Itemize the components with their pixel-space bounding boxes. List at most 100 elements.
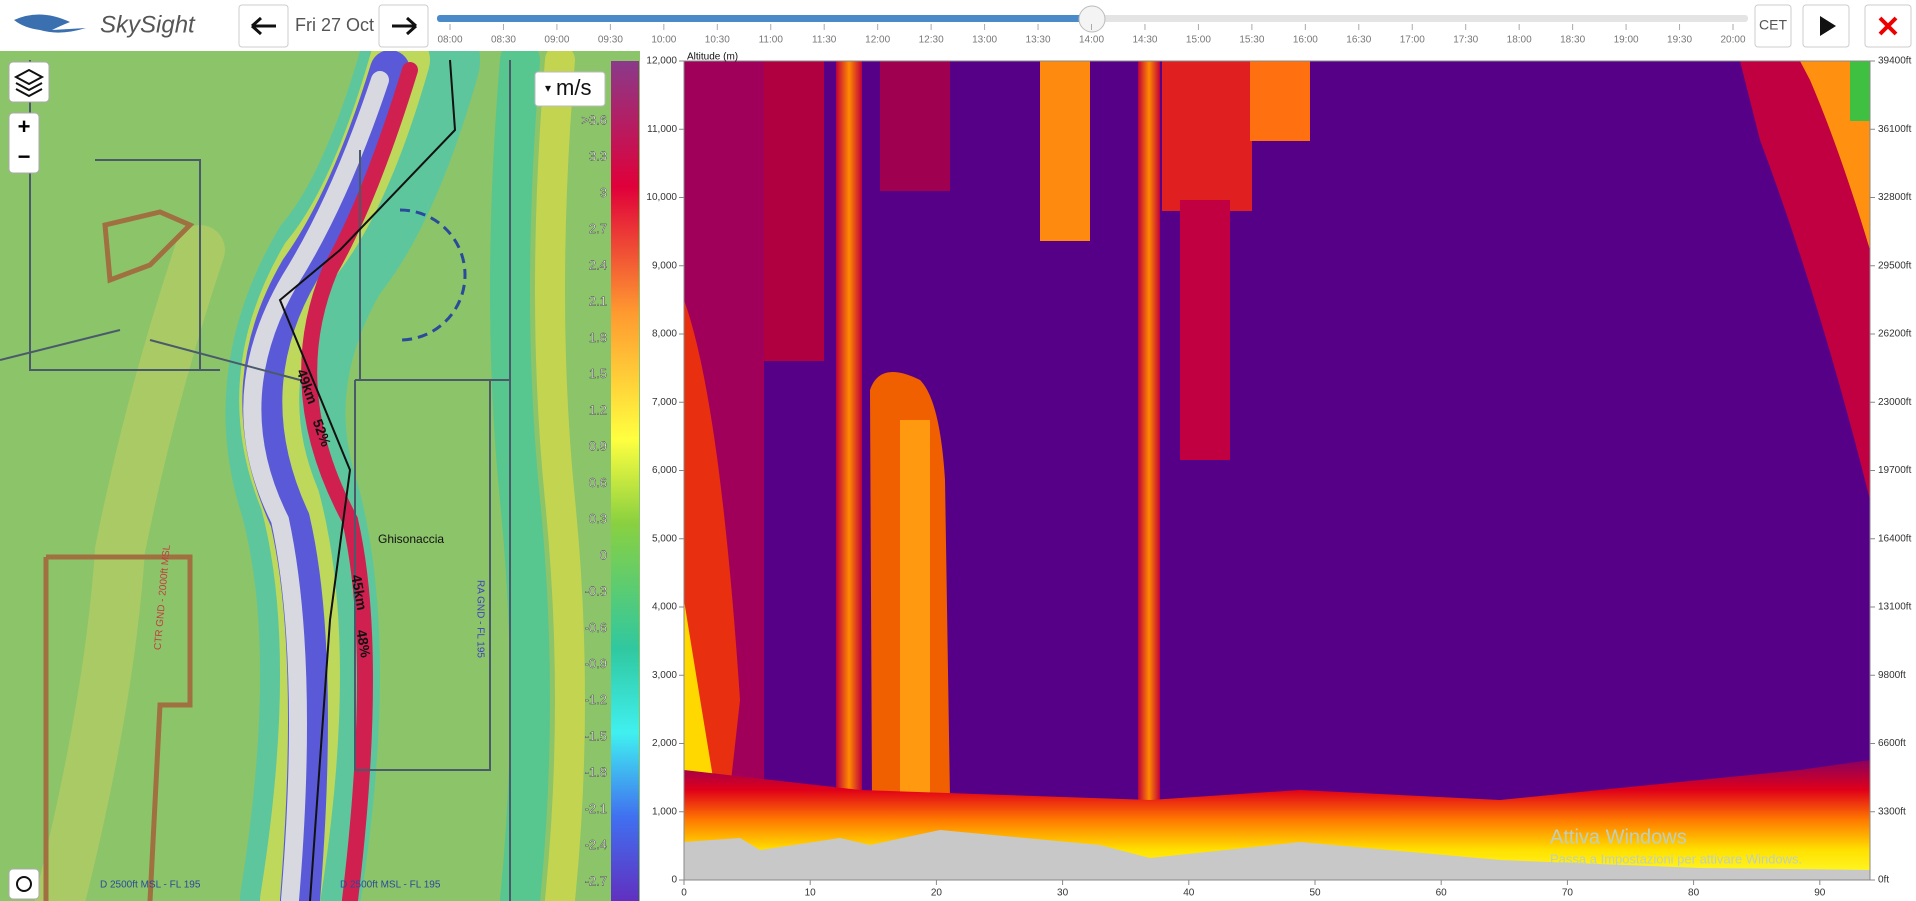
legend-label: 0.3 [589,511,607,526]
y-tick-label: 6,000 [652,465,677,476]
layers-button[interactable] [8,61,50,103]
airspace-outline [102,209,195,284]
legend-label: >3.6 [581,112,607,127]
legend-label: 1.8 [589,330,607,345]
x-tick-label: 40 [1183,888,1195,899]
unit-caret: ▾ [545,81,551,95]
y2-tick-label: 26200ft [1878,329,1912,340]
time-label: 20:00 [1720,35,1745,46]
airspace-label: D 2500ft MSL - FL 195 [100,880,201,891]
time-label: 14:30 [1132,35,1157,46]
route-label: 48% [353,628,374,659]
close-icon [1878,16,1898,36]
x-tick-label: 10 [805,888,817,899]
unit-button[interactable] [534,71,606,107]
watermark-title: Attiva Windows [1550,826,1687,848]
time-ticks: 08:00 08:30 09:00 09:30 10:00 10:30 11:00 11:30… [437,24,1746,46]
airspace-label: RA GND - FL 195 [474,580,485,658]
y-tick-label: 0 [671,875,677,886]
zoom-in[interactable]: + [18,114,31,139]
slider-fill [437,15,1092,22]
time-label: 18:00 [1507,35,1532,46]
legend-label: 0.6 [589,475,607,490]
timezone-button[interactable] [1754,4,1792,48]
brand: SkySight [100,11,196,38]
legend-label: 3.3 [589,149,607,164]
time-label: 12:30 [919,35,944,46]
legend-label: 0.9 [589,439,607,454]
time-label: 08:30 [491,35,516,46]
time-label: 11:00 [759,35,784,46]
y-tick-label: 11,000 [647,124,677,135]
legend-label: 0 [600,547,607,562]
y-tick-label: 4,000 [652,602,677,613]
route-label: 45km [348,573,370,611]
zoom-out[interactable]: − [18,144,31,169]
time-label: 16:30 [1346,35,1371,46]
layers-icon [13,68,45,98]
time-label: 19:00 [1614,35,1639,46]
logo [14,14,86,33]
y-tick-label: 8,000 [652,329,677,340]
cross-section: Altitude (m) 0 1,000 2,000 3,000 4,000 5,000 6… [640,51,1916,901]
x-tick-label: 60 [1436,888,1448,899]
time-label: 12:00 [865,35,890,46]
slider-thumb[interactable] [1078,5,1106,33]
x-tick-label: 30 [1057,888,1069,899]
time-label: 13:30 [1026,35,1051,46]
time-label: 16:00 [1293,35,1318,46]
x-tick-label: 0 [681,888,687,899]
time-label: 15:00 [1186,35,1211,46]
y-tick-label: 1,000 [652,806,677,817]
prev-icon [251,16,276,36]
heatmap [684,61,1870,880]
y2-tick-label: 13100ft [1878,602,1912,613]
y2-tick-label: 32800ft [1878,192,1912,203]
timezone: CET [1759,17,1787,33]
time-label: 18:30 [1560,35,1585,46]
legend: >3.6 3.3 3 2.7 2.4 2.1 1.8 1.5 1.2 0.9 0.6 0.3 0 -0.3… [581,112,607,888]
zone-outline [399,208,467,342]
y-axis-label: Altitude (m) [687,52,738,63]
map: Ghisonaccia 49km 52% 45km 48% D 2500ft M… [0,51,640,901]
axes: 0 1,000 2,000 3,000 4,000 5,000 6,000 7,000 8,00… [646,56,1911,899]
legend-label: -0.9 [585,656,607,671]
unit: m/s [556,75,591,100]
time-label: 09:30 [598,35,623,46]
time-label: 09:00 [544,35,569,46]
x-tick-label: 20 [931,888,943,899]
y2-tick-label: 36100ft [1878,124,1912,135]
y2-tick-label: 39400ft [1878,56,1912,67]
y-tick-label: 12,000 [646,56,677,67]
legend-label: 3 [600,185,607,200]
y2-tick-label: 3300ft [1878,806,1906,817]
y2-tick-label: 6600ft [1878,738,1906,749]
time-label: 15:30 [1239,35,1264,46]
locate-button[interactable] [8,868,40,900]
x-tick-label: 50 [1309,888,1321,899]
legend-label: -2.7 [585,873,607,888]
map-field [35,51,585,901]
legend-label: 1.2 [589,402,607,417]
time-label: 14:00 [1079,35,1104,46]
ctr-outline [43,554,193,901]
legend-label: 2.7 [589,221,607,236]
play-icon [1820,16,1836,36]
y2-tick-label: 29500ft [1878,260,1912,271]
legend-label: -1.5 [585,728,607,743]
time-label: 19:30 [1667,35,1692,46]
x-tick-label: 70 [1562,888,1574,899]
route [278,59,457,901]
header: SkySight Fri 27 Oct 08:00 08:30 09:00 09:30… [0,0,1916,51]
legend-label: -1.8 [585,765,607,780]
airspace-lines [0,60,511,901]
time-label: 08:00 [437,35,462,46]
legend-label: -0.6 [585,620,607,635]
legend-label: -1.2 [585,692,607,707]
time-label: 10:30 [705,35,730,46]
locate-icon [16,876,32,892]
zoom-control [8,112,40,174]
legend-label: 2.1 [589,294,607,309]
